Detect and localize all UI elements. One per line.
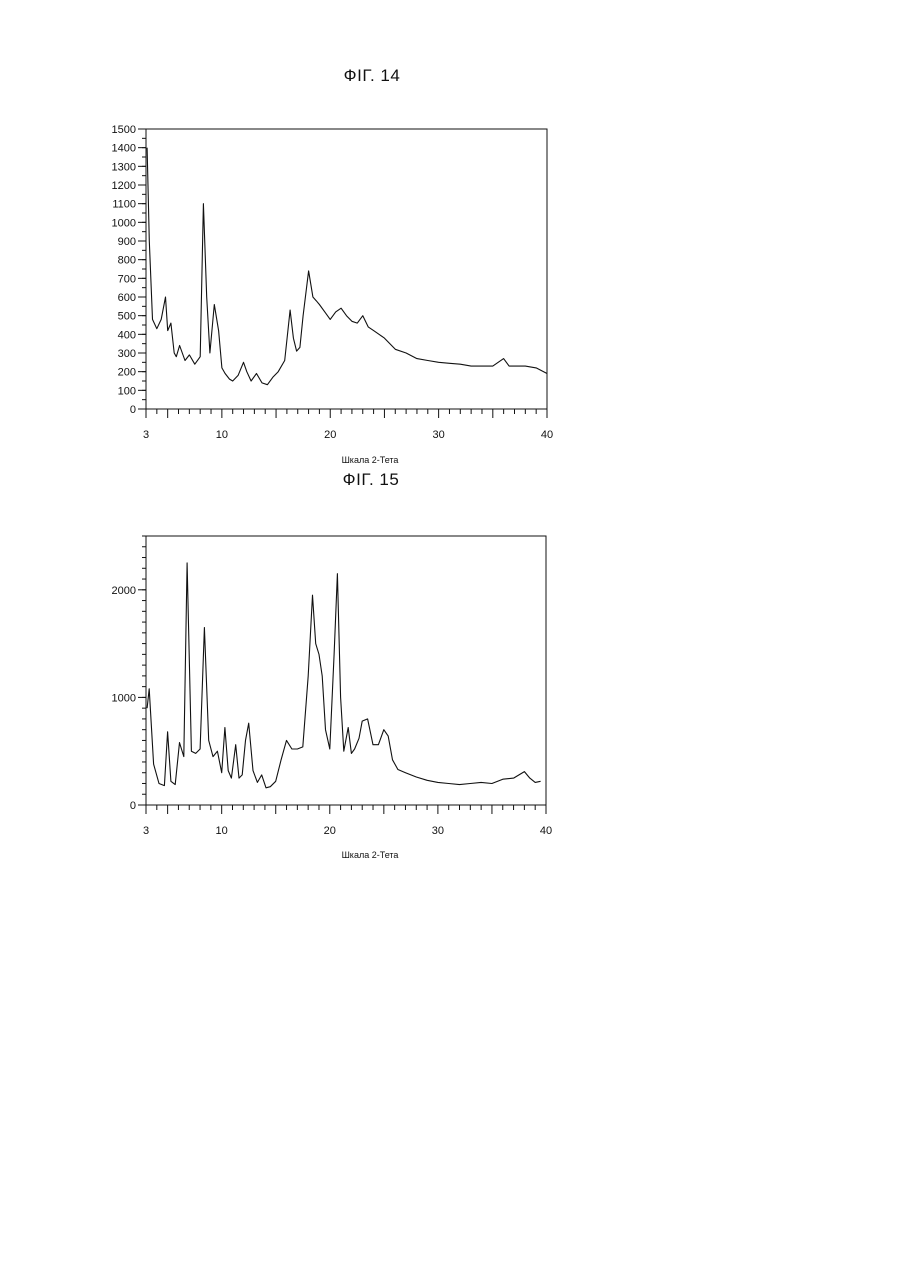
- xrd-chart-figure-15: 0 1000 2000 3 10 20 30 40 Шкала 2-Тета: [0, 0, 900, 880]
- x-axis: 3 10 20 30 40: [143, 805, 552, 837]
- y-tick-label: 1000: [112, 692, 136, 704]
- x-axis-title: Шкала 2-Тета: [342, 850, 399, 860]
- y-axis: 0 1000 2000: [112, 536, 146, 812]
- x-tick-label: 30: [432, 825, 444, 837]
- y-tick-label: 0: [130, 800, 136, 812]
- series-trace: [147, 563, 540, 788]
- y-tick-label: 2000: [112, 585, 136, 597]
- x-tick-label: 10: [216, 825, 228, 837]
- x-tick-label: 20: [324, 825, 336, 837]
- x-tick-label: 40: [540, 825, 552, 837]
- x-tick-label: 3: [143, 825, 149, 837]
- diffraction-pattern-line: [147, 563, 540, 788]
